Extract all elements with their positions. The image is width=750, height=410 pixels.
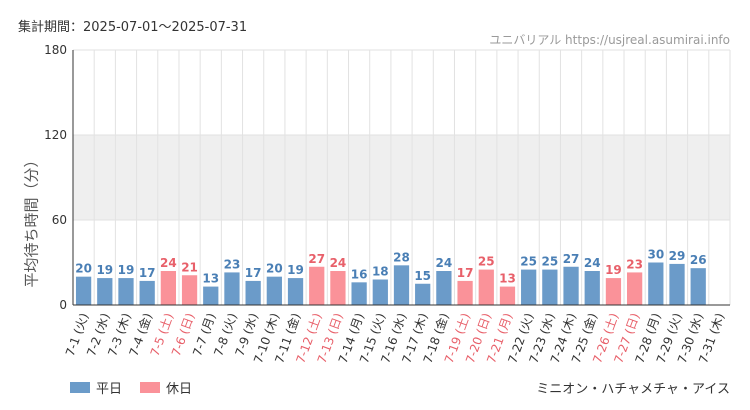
data-label: 30 [647, 248, 664, 262]
bar [246, 281, 261, 305]
data-label: 27 [308, 252, 325, 266]
bar [288, 278, 303, 305]
bar [436, 271, 451, 305]
bar [373, 280, 388, 306]
bar [394, 265, 409, 305]
data-label: 19 [605, 263, 622, 277]
bar [479, 270, 494, 305]
bar [648, 263, 663, 306]
legend-label-holiday: 休日 [166, 378, 192, 397]
data-label: 17 [139, 266, 156, 280]
bar [669, 264, 684, 305]
data-label: 27 [563, 252, 580, 266]
bar [161, 271, 176, 305]
wait-time-chart: 060120180207-1 (火)197-2 (水)197-3 (木)177-… [0, 0, 750, 410]
bar [500, 287, 515, 305]
y-tick-label: 180 [44, 43, 67, 57]
shaded-band [73, 135, 730, 220]
data-label: 13 [202, 272, 219, 286]
bar [224, 272, 239, 305]
data-label: 15 [414, 269, 431, 283]
data-label: 21 [181, 260, 198, 274]
data-label: 24 [330, 256, 347, 270]
data-label: 28 [393, 250, 410, 264]
legend-item-holiday[interactable]: 休日 [140, 378, 192, 397]
bar [457, 281, 472, 305]
data-label: 25 [478, 255, 495, 269]
bar [415, 284, 430, 305]
bar [606, 278, 621, 305]
bar [97, 278, 112, 305]
data-label: 23 [626, 257, 643, 271]
bar [542, 270, 557, 305]
attraction-name: ミニオン・ハチャメチャ・アイス [536, 378, 730, 397]
data-label: 20 [266, 262, 283, 276]
data-label: 19 [96, 263, 113, 277]
data-label: 18 [372, 265, 389, 279]
data-label: 24 [584, 256, 601, 270]
data-label: 26 [690, 253, 707, 267]
bar [182, 275, 197, 305]
legend-label-weekday: 平日 [96, 378, 122, 397]
bar [118, 278, 133, 305]
bar [309, 267, 324, 305]
data-label: 25 [520, 255, 537, 269]
data-label: 16 [351, 267, 368, 281]
bar [691, 268, 706, 305]
y-tick-label: 0 [59, 298, 67, 312]
data-label: 17 [245, 266, 262, 280]
bar [627, 272, 642, 305]
data-label: 17 [457, 266, 474, 280]
legend-swatch-holiday [140, 382, 160, 393]
bar [585, 271, 600, 305]
data-label: 20 [75, 262, 92, 276]
legend: 平日 休日 [70, 378, 192, 397]
bar [76, 277, 91, 305]
data-label: 13 [499, 272, 516, 286]
bar [267, 277, 282, 305]
data-label: 19 [287, 263, 304, 277]
y-tick-label: 120 [44, 128, 67, 142]
data-label: 23 [224, 257, 241, 271]
bar [563, 267, 578, 305]
data-label: 19 [118, 263, 135, 277]
legend-swatch-weekday [70, 382, 90, 393]
data-label: 25 [542, 255, 559, 269]
bar [203, 287, 218, 305]
bar [140, 281, 155, 305]
bar [351, 282, 366, 305]
bar [330, 271, 345, 305]
legend-item-weekday[interactable]: 平日 [70, 378, 122, 397]
data-label: 29 [669, 249, 686, 263]
bar [521, 270, 536, 305]
data-label: 24 [436, 256, 453, 270]
y-tick-label: 60 [52, 213, 67, 227]
data-label: 24 [160, 256, 177, 270]
